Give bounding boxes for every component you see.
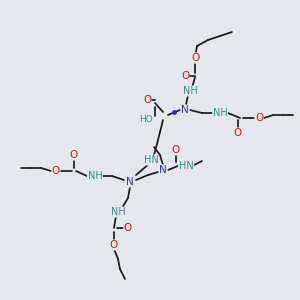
Text: O: O (255, 113, 263, 123)
Text: O: O (172, 145, 180, 155)
Text: HN: HN (144, 155, 158, 165)
Text: N: N (181, 105, 189, 115)
Text: NH: NH (111, 207, 125, 217)
Text: N: N (126, 177, 134, 187)
Text: HN: HN (178, 161, 194, 171)
Text: O: O (143, 95, 151, 105)
Text: O: O (110, 240, 118, 250)
Text: O: O (181, 71, 189, 81)
Text: HO: HO (139, 115, 153, 124)
Text: O: O (70, 150, 78, 160)
Text: O: O (191, 53, 199, 63)
Text: O: O (234, 128, 242, 138)
Text: NH: NH (88, 171, 102, 181)
Text: NH: NH (213, 108, 227, 118)
Text: NH: NH (183, 86, 197, 96)
Text: O: O (52, 166, 60, 176)
Text: O: O (124, 223, 132, 233)
Text: N: N (159, 165, 167, 175)
